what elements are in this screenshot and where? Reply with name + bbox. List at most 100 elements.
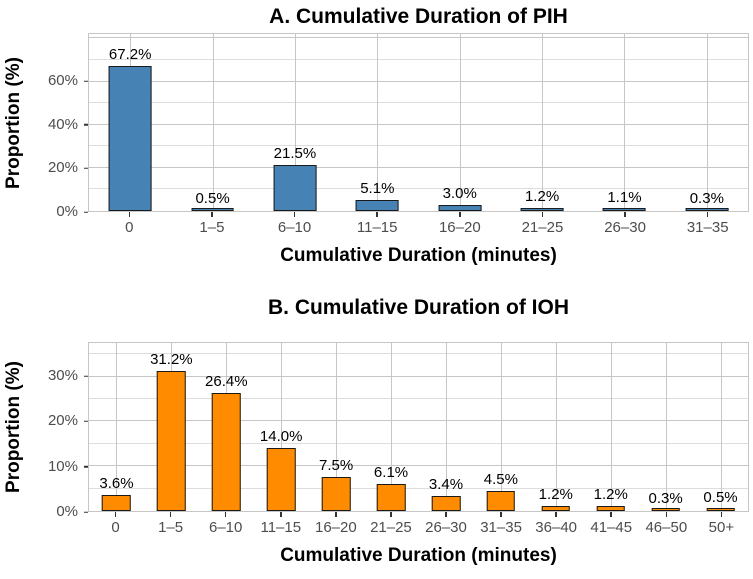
bar-value-label: 7.5% [319,457,354,475]
gridline-vertical [445,343,447,511]
x-tick-label: 50+ [708,519,735,536]
bar [266,448,296,511]
y-tick-label: 0% [56,503,78,520]
bar-value-label: 3.6% [99,474,134,492]
bar-slot: 31.2% [144,343,199,511]
bar-value-label: 6.1% [373,463,409,481]
x-tick-cell [171,212,254,218]
y-tick-label: 60% [47,72,78,90]
x-tick-cell [666,212,749,218]
x-tick-cell [253,512,308,518]
gridline-vertical [706,34,708,211]
bar-slot: 1.2% [583,343,638,511]
axis-spacer [0,218,88,240]
x-tick-mark [224,512,227,517]
x-tick-label: 1–5 [199,219,225,236]
gridline-vertical [665,343,667,511]
bar-value-label: 5.1% [360,180,395,197]
x-tick-cell [474,512,529,518]
gridline-horizontal [89,80,748,82]
gridline-horizontal [89,58,748,60]
gridline-horizontal [89,398,748,399]
bar-slot: 3.4% [419,343,474,511]
bar-slot: 14.0% [254,343,309,511]
bar-slot: 3.0% [419,34,501,211]
x-tick-cell [88,212,171,218]
y-tick-mark [84,375,88,377]
x-tick-mark [555,512,557,517]
plot-area: 3.6% 31.2% 26.4% 14.0% 7.5% 6.1% 3.4% 4.5% 1.2% 1… [88,342,749,512]
bar-value-label: 67.2% [108,45,152,63]
x-tick-mark [128,212,131,217]
x-tick-labels: 0 1–5 6–10 11–15 16–20 21–25 26–30 31–35 36–40 41… [88,518,749,540]
x-tick-label: 36–40 [535,519,578,536]
panel-title: B. Cumulative Duration of IOH [267,296,569,319]
y-tick-mark [84,420,88,423]
x-tick-mark [665,512,668,517]
x-tick-cell [694,512,749,518]
x-tick-mark [459,212,461,217]
y-tick-mark [84,123,88,126]
x-tick-cell [639,512,694,518]
bar-slot: 1.1% [583,34,665,211]
gridline-vertical [500,343,502,511]
bar-slot: 26.4% [199,343,254,511]
x-tick-mark [500,512,502,517]
bar-slot: 7.5% [309,343,364,511]
y-tick-label: 20% [47,159,78,177]
gridline-vertical [555,343,557,511]
x-tick-mark [293,212,296,217]
x-tick-mark [610,512,612,517]
bar [596,505,625,511]
gridline-vertical [542,34,544,211]
x-tick-mark [706,212,709,217]
x-tick-label: 26–30 [425,519,467,536]
gridline-horizontal [89,442,748,444]
x-tick-mark [720,512,723,517]
bar-slot: 67.2% [89,34,171,211]
gridline-vertical [610,343,612,511]
x-ticks [88,212,749,218]
gridline-horizontal [89,353,748,355]
x-tick-label: 16–20 [314,519,357,536]
bar-value-label: 1.2% [538,485,573,503]
panel-a: A. Cumulative Duration of PIH Proportion… [0,3,753,270]
y-tick-mark [84,211,88,213]
x-tick-cell [363,512,418,518]
bar-slot: 0.5% [171,34,253,211]
chart-row: Proportion (%) 0% 20% 40% 60% 67.2% 0.5% 21.5… [0,33,753,220]
bar-value-label: 3.4% [428,475,464,493]
gridline-horizontal [89,465,748,467]
bar-value-label: 0.5% [703,488,738,506]
gridline-vertical [391,343,393,511]
x-tick-cell [308,512,363,518]
x-tick-cell [88,512,143,518]
bar [355,200,399,211]
gridline-horizontal [89,487,748,489]
bar [431,495,461,511]
x-tick-cell [529,512,584,518]
bar-slot: 1.2% [501,34,583,211]
bar-value-label: 0.5% [195,189,230,207]
x-tick-label: 41–45 [590,519,633,536]
bar-slot: 1.2% [528,343,583,511]
x-label-row: 0 1–5 6–10 11–15 16–20 21–25 26–30 31–35 [0,218,753,240]
y-tick-labels: 0% 10% 20% 30% [0,342,88,520]
bar-value-label: 0.3% [689,190,724,208]
gridline-vertical [720,343,722,511]
gridline-horizontal [89,420,748,422]
bar [273,164,317,211]
bar-slot: 5.1% [336,34,418,211]
gridline-horizontal [89,375,748,377]
x-tick-mark [114,512,117,517]
bar [706,508,735,511]
bar-value-label: 14.0% [259,428,303,446]
bar-slot: 0.5% [693,343,748,511]
x-tick-cell [198,512,253,518]
x-tick-mark [541,212,544,217]
gridline-vertical [624,34,626,211]
bar [541,505,571,511]
x-tick-cell [584,212,667,218]
x-tick-label: 26–30 [604,219,646,236]
